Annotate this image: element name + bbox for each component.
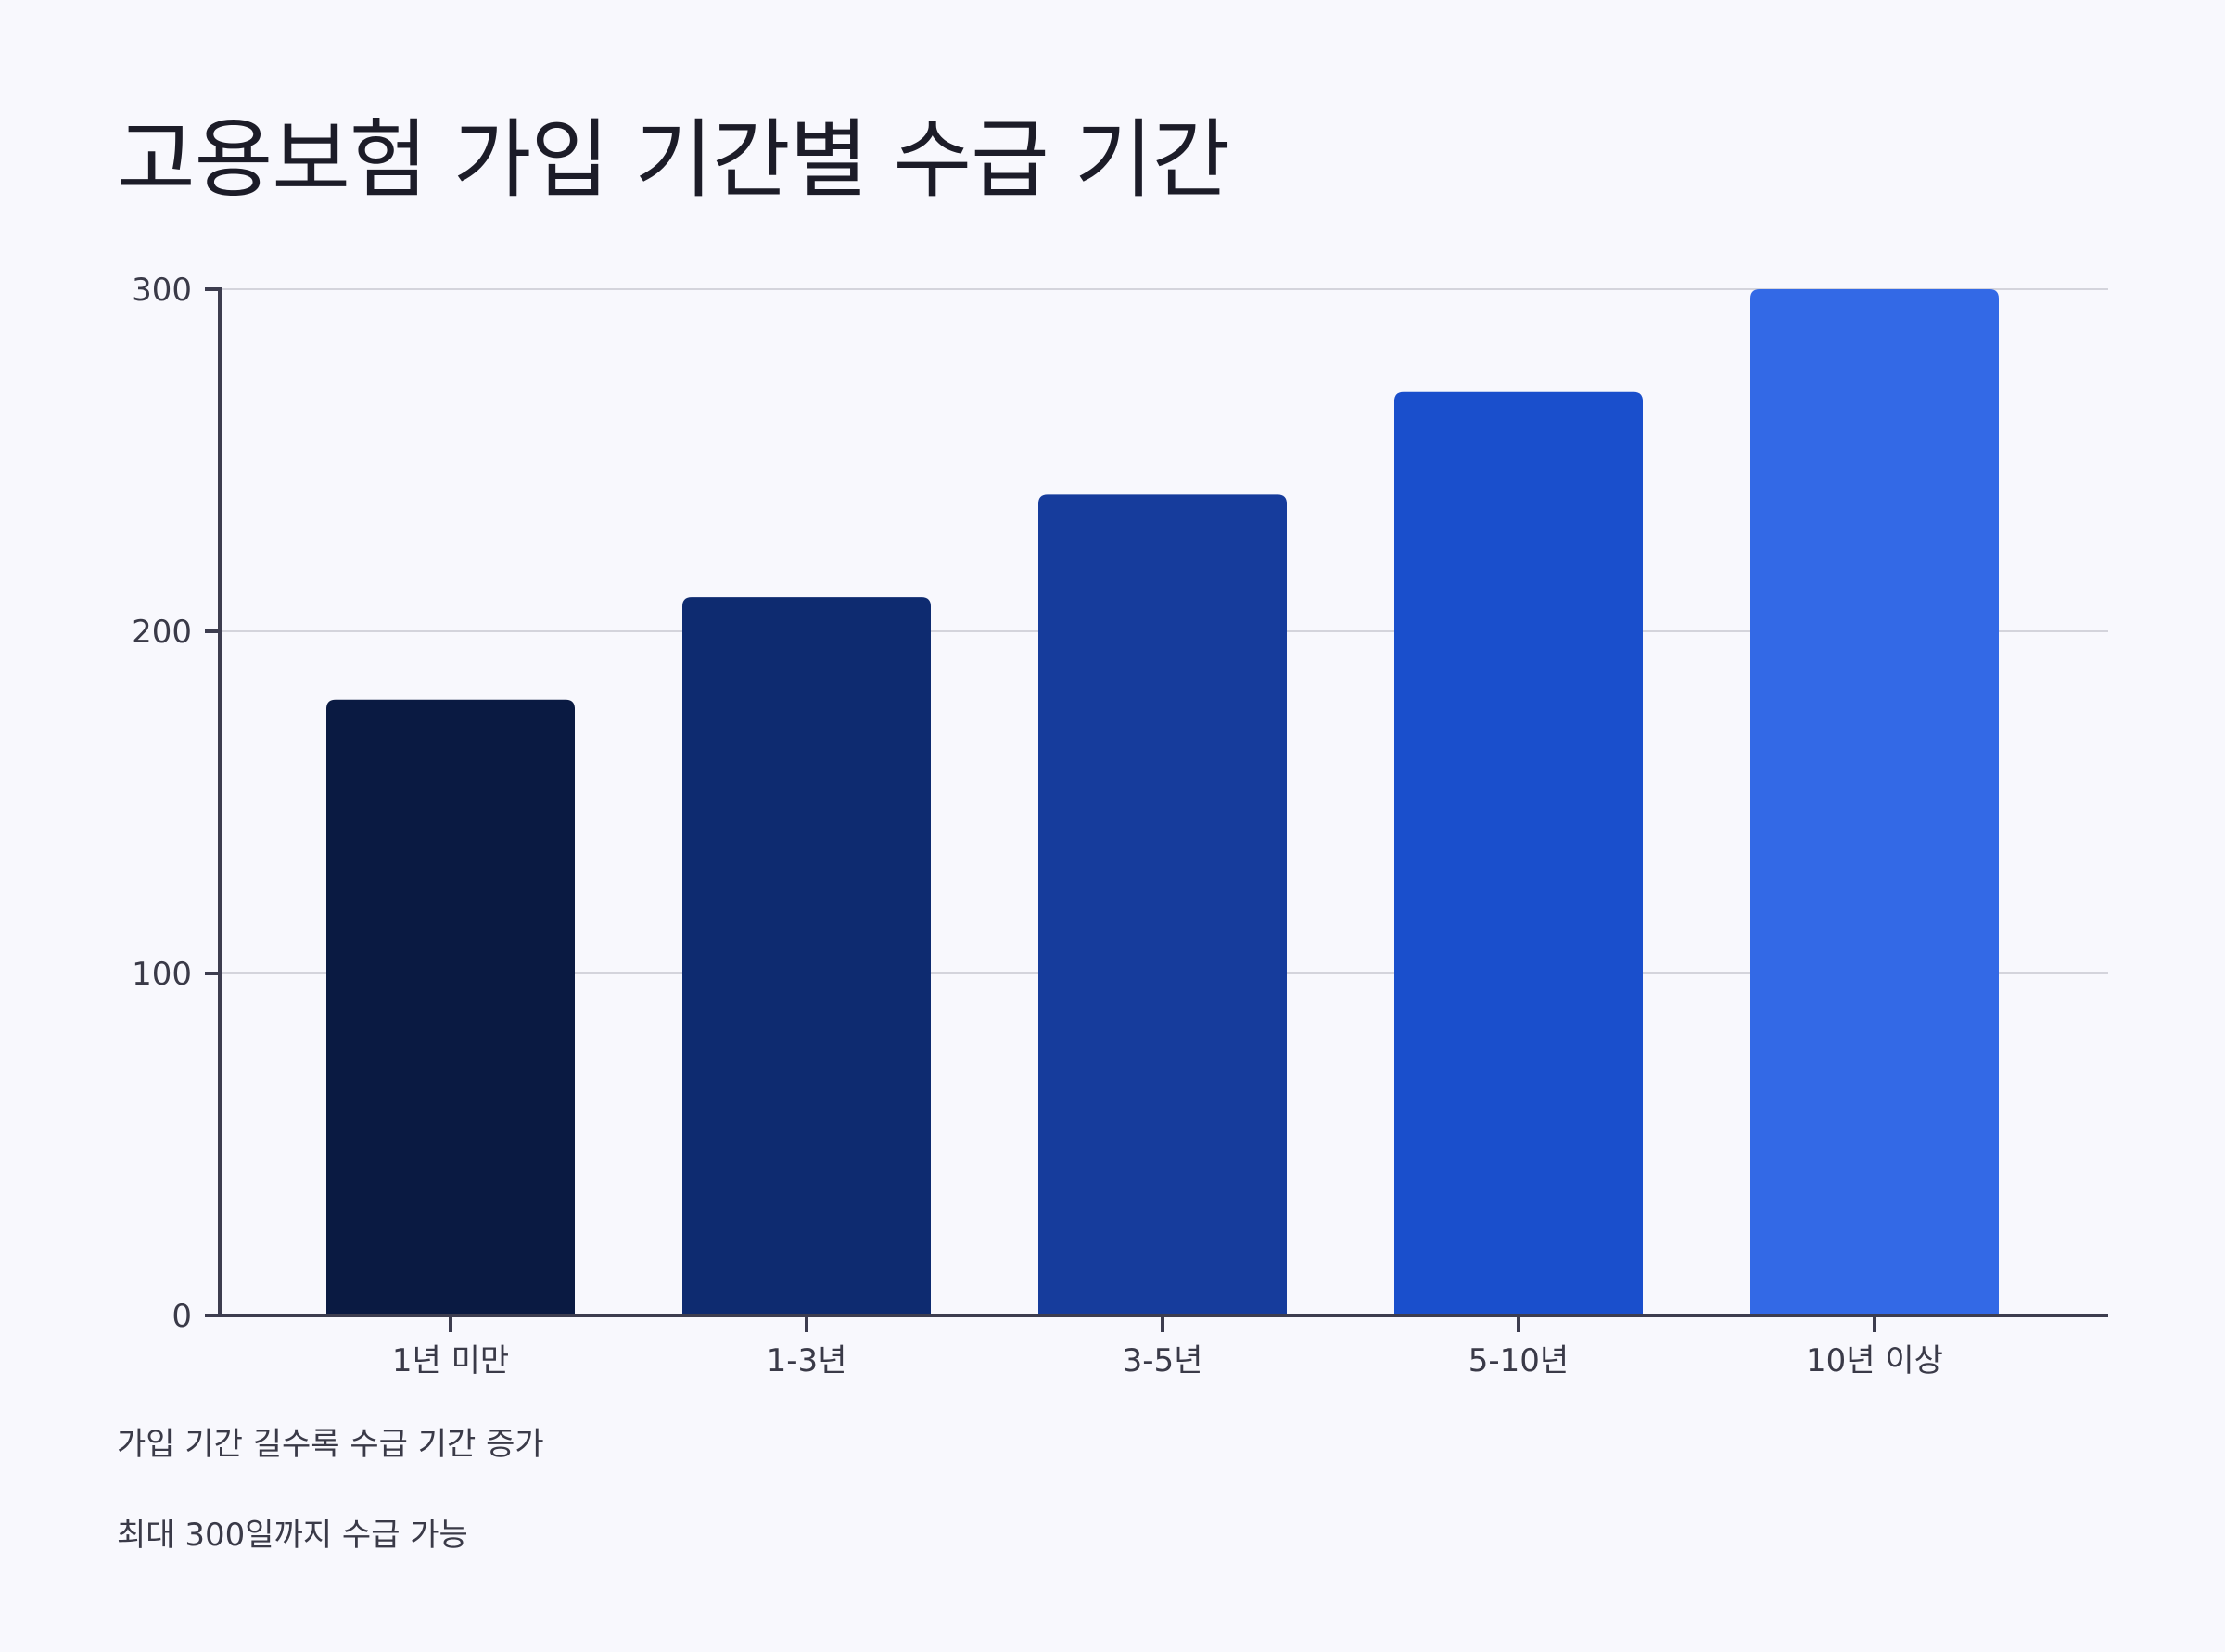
y-tick-label: 300 <box>132 272 192 309</box>
y-tick-label: 100 <box>132 956 192 993</box>
bar <box>1750 289 1999 1315</box>
x-tick-label: 10년 이상 <box>1806 1342 1943 1379</box>
x-tick-label: 3-5년 <box>1123 1342 1203 1379</box>
bar <box>1394 391 1643 1315</box>
bar <box>326 699 575 1315</box>
y-ticks: 0 100 200 300 <box>132 272 220 1335</box>
note-text: 가입 기간 길수록 수급 기간 증가 <box>117 1426 544 1463</box>
bars <box>326 289 1999 1315</box>
bar <box>1038 494 1287 1315</box>
y-tick-label: 0 <box>172 1298 192 1335</box>
note-text: 최대 300일까지 수급 가능 <box>117 1517 468 1554</box>
x-tick-label: 1년 미만 <box>392 1342 509 1379</box>
y-tick-label: 200 <box>132 614 192 651</box>
x-tick-label: 1-3년 <box>767 1342 847 1379</box>
x-tick-label: 5-10년 <box>1468 1342 1569 1379</box>
bar <box>682 597 931 1315</box>
chart-title: 고용보험 가입 기간별 수급 기간 <box>117 110 1230 210</box>
x-ticks: 1년 미만 1-3년 3-5년 5-10년 10년 이상 <box>392 1315 1943 1379</box>
